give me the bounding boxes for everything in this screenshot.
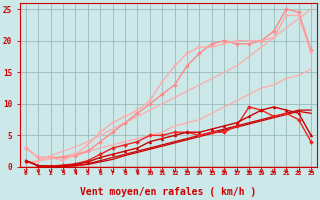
X-axis label: Vent moyen/en rafales ( km/h ): Vent moyen/en rafales ( km/h ) [80, 187, 257, 197]
